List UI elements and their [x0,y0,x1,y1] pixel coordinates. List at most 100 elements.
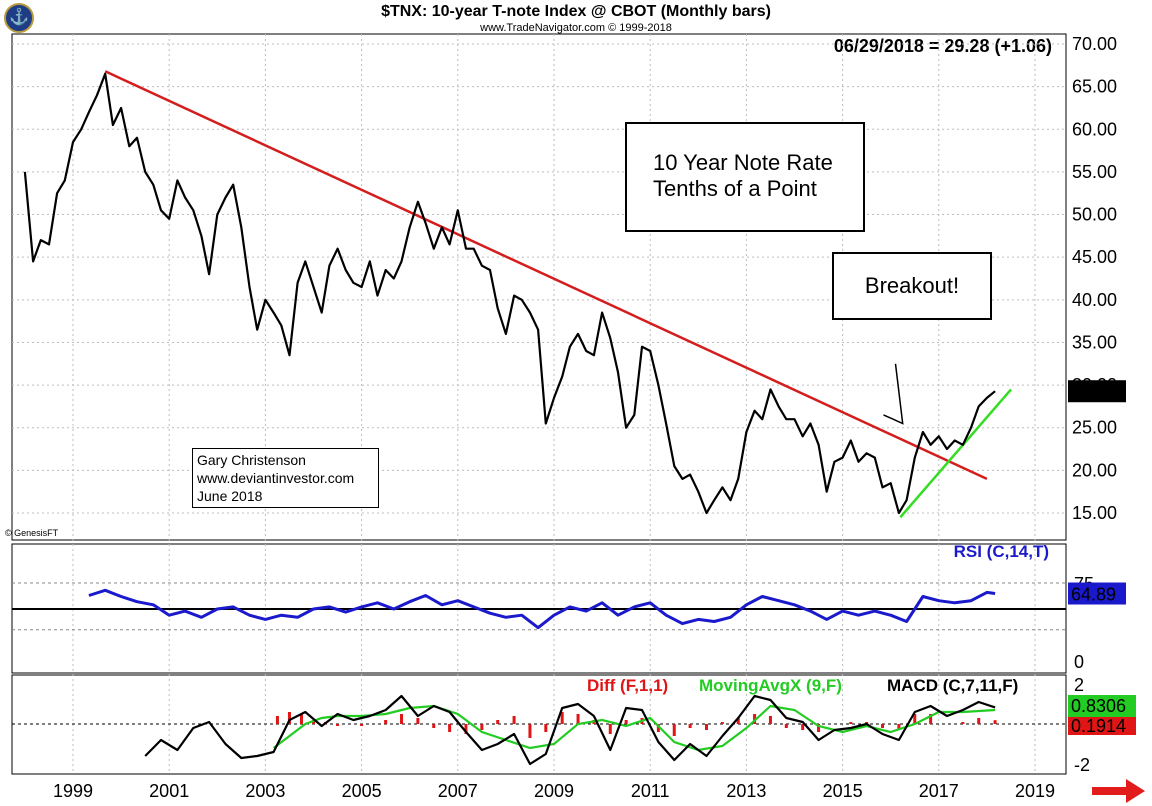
diff-label: Diff (F,1,1) [587,676,669,695]
macd-label: MACD (C,7,11,F) [887,676,1019,695]
diff-bar [400,714,404,724]
diff-bar [384,720,388,724]
note-box: 10 Year Note Rate Tenths of a Point [625,122,865,232]
diff-bar [576,714,580,724]
diff-bar [993,720,997,724]
breakout-box: Breakout! [832,252,992,320]
breakout-arrow [883,363,904,425]
diff-bar [560,712,564,724]
diff-bar [929,714,933,724]
diff-bar [480,724,484,730]
diff-value-label: 0.1914 [1071,716,1126,736]
diff-bar [528,724,532,738]
diff-bar [416,718,420,724]
chart-subtitle: www.TradeNavigator.com © 1999-2018 [480,22,672,34]
x-tick-label: 2001 [149,781,189,801]
rsi-value-box [1068,582,1126,605]
price-tick-label: 20.00 [1072,460,1117,480]
scroll-right-arrow-icon[interactable] [1092,778,1146,804]
diff-bar [608,724,612,734]
diff-bar [299,714,303,724]
author-website: www.deviantinvestor.com [197,470,355,486]
macd-tick-label: -2 [1074,755,1090,775]
diff-bar [753,714,757,724]
diff-bar [720,722,724,724]
x-tick-label: 2013 [726,781,766,801]
price-tick-label: 25.00 [1072,418,1117,438]
diff-bar [672,724,676,736]
macd-tick-label: 2 [1074,675,1084,695]
rsi-label: RSI (C,14,T) [953,542,1049,561]
price-tick-label: 15.00 [1072,503,1117,523]
diff-bar [656,724,660,732]
price-tick-label: 45.00 [1072,247,1117,267]
diff-bar [704,724,708,730]
price-tick-label: 60.00 [1072,119,1117,139]
copyright-label: © GenesisFT [5,528,59,538]
moving-avg-label: MovingAvgX (9,F) [699,676,842,695]
rsi-line [88,588,996,630]
price-tick-label: 70.00 [1072,34,1117,54]
macd-value-box [1068,695,1136,717]
x-tick-label: 2017 [919,781,959,801]
diff-bar [961,722,965,724]
last-price-box [1068,380,1126,403]
diff-bar [784,724,788,728]
x-tick-label: 1999 [53,781,93,801]
diff-bar [849,722,853,724]
diff-bar [736,718,740,724]
diff-bar [881,724,885,728]
price-tick-label: 65.00 [1072,77,1117,97]
rsi-value-label: 64.89 [1071,585,1116,605]
diff-bar [913,714,917,724]
diff-bar [544,724,548,732]
price-tick-label: 35.00 [1072,332,1117,352]
diff-bar [496,720,500,724]
x-tick-label: 2007 [438,781,478,801]
diff-bar [897,724,901,730]
diff-bar [287,712,291,724]
rsi-tick-label: 0 [1074,652,1084,672]
price-tick-label: 50.00 [1072,205,1117,225]
diff-bar [360,724,364,726]
diff-bar [448,724,452,732]
x-tick-label: 2009 [534,781,574,801]
price-panel-frame [11,33,1067,541]
uptrend-line [899,388,1012,519]
x-tick-label: 2003 [245,781,285,801]
x-tick-label: 2015 [823,781,863,801]
macd-line [144,694,996,766]
diff-bar [801,724,805,730]
diff-bar [336,724,340,726]
chart-title: $TNX: 10-year T-note Index @ CBOT (Month… [381,3,771,20]
diff-bar [817,724,821,732]
x-tick-label: 2019 [1015,781,1055,801]
macd-value-label: 0.8306 [1071,696,1126,716]
author-name: Gary Christenson [197,452,306,468]
last-price-label: 29.28 [1071,382,1116,402]
moving-avg-line [272,704,996,752]
diff-value-box [1068,717,1136,735]
author-date: June 2018 [197,488,263,504]
author-box: Gary Christenson www.deviantinvestor.com… [192,448,379,508]
diff-bar [688,724,692,728]
diff-bar [512,716,516,724]
downtrend-line [104,70,988,481]
note-line-2: Tenths of a Point [653,176,817,201]
price-tick-label: 40.00 [1072,290,1117,310]
x-tick-label: 2005 [342,781,382,801]
price-tick-label: 55.00 [1072,162,1117,182]
price-line [23,72,996,515]
diff-bar [275,716,279,724]
diff-bar [464,724,468,734]
last-value-readout: 06/29/2018 = 29.28 (+1.06) [833,36,1052,56]
diff-bar [624,720,628,724]
diff-bar [432,724,436,728]
diff-bar [768,716,772,724]
trade-navigator-logo: ⚓ [4,3,34,33]
x-tick-label: 2011 [631,781,670,801]
diff-bar [977,718,981,724]
note-line-1: 10 Year Note Rate [653,150,833,175]
